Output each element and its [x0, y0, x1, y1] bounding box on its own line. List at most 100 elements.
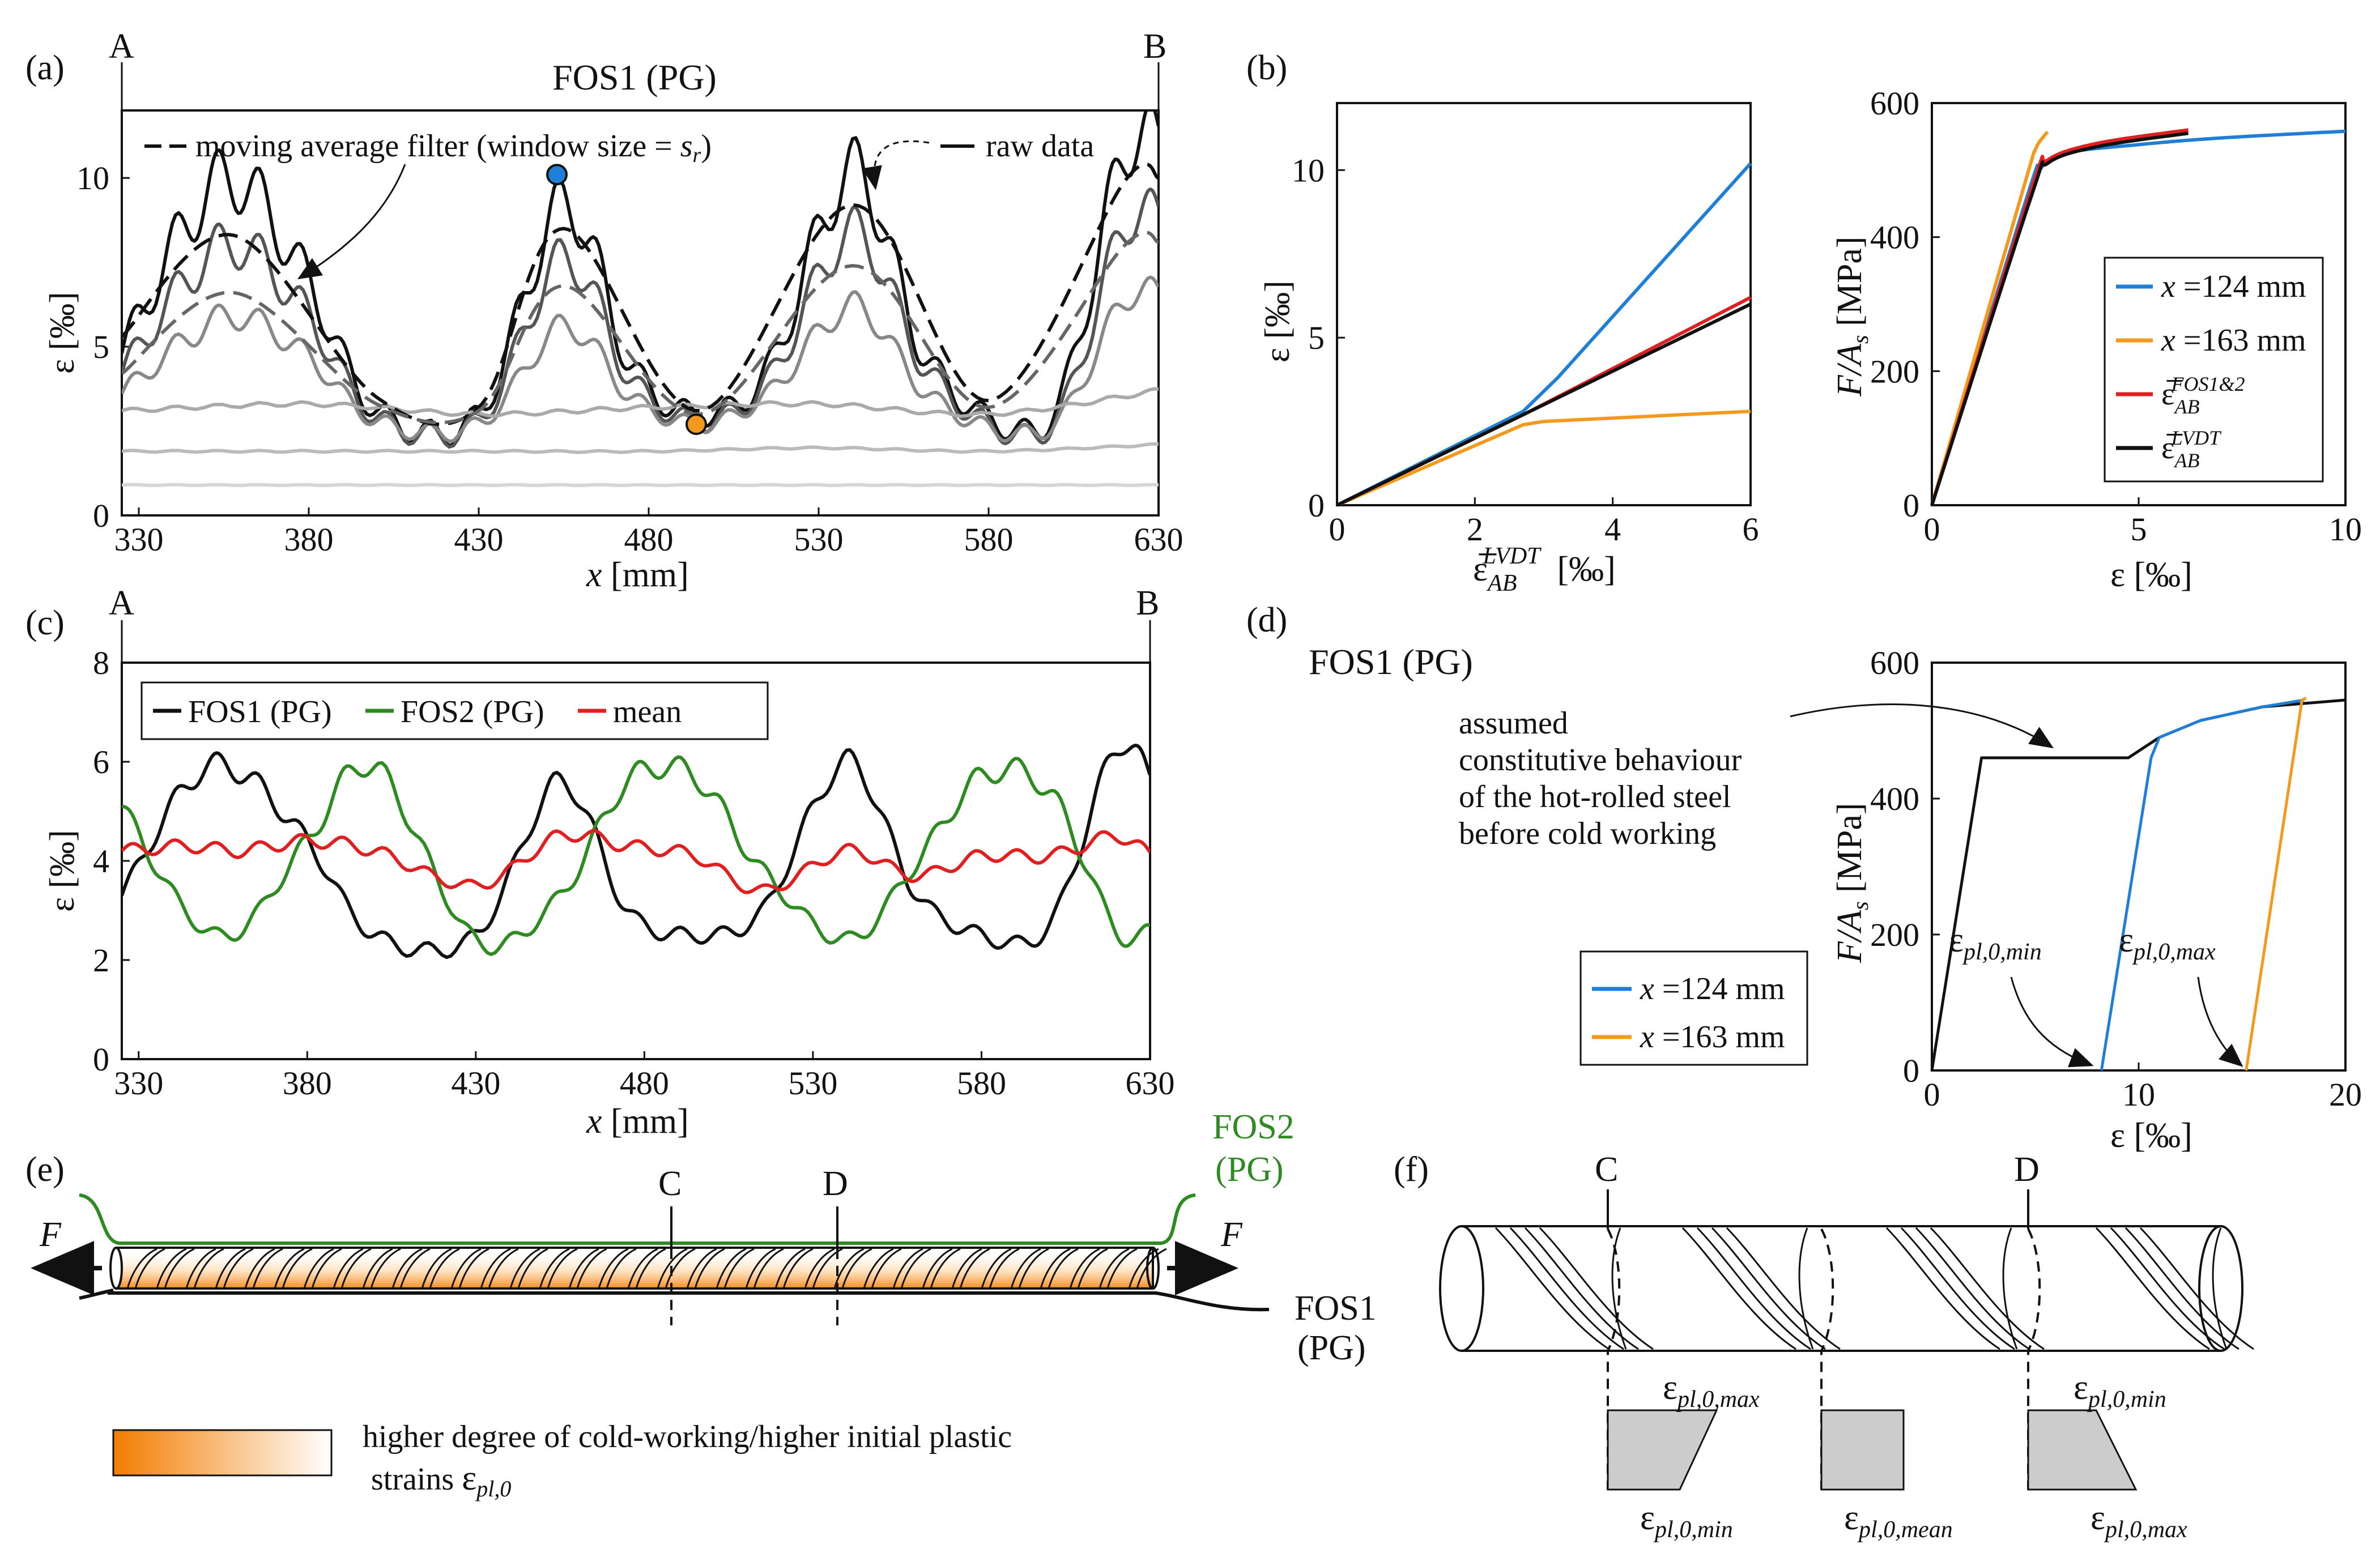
panel-d-ylabel-sub: s [1847, 901, 1873, 910]
panel-f-label-c-max-sub: pl,0,max [1676, 1386, 1760, 1413]
panel-f-strain-shape-mid [1820, 1409, 1905, 1491]
panel-d-eps-min-arrow [2010, 976, 2094, 1068]
panel-f-rib-edge-3 [2212, 1227, 2228, 1350]
panel-f-label-d-max-sub: pl,0,max [2104, 1517, 2187, 1543]
panel-d-ylabel-var: F/A [1830, 910, 1869, 963]
panel-b-left-ytick-label-2: 10 [1292, 152, 1325, 189]
panel-d-series-2 [2245, 697, 2307, 1071]
panel-b-right-y-ticks: 0 200 400 600 [1870, 85, 1940, 524]
panel-f-rib-1-3 [1726, 1227, 1841, 1350]
panel-f-label-d-min-sub: pl,0,min [2087, 1386, 2166, 1413]
panel-c-xtick-label-4: 530 [788, 1065, 837, 1102]
panel-c-xtick-label-3: 480 [620, 1065, 669, 1102]
panel-e-rib-23 [804, 1248, 835, 1289]
panel-d-xtick-label-1: 10 [2122, 1076, 2155, 1113]
panel-f-rib-0-3 [1539, 1227, 1654, 1350]
panel-c-ytick-label-0: 0 [93, 1041, 109, 1078]
panel-a-filter-end: ) [701, 129, 712, 164]
panel-e-rib-5 [274, 1248, 305, 1289]
panel-d-eps-max-label: εpl,0,max [2119, 921, 2216, 965]
panel-d-label: (d) [1246, 601, 1287, 639]
panel-d-x-ticks: 0 10 20 [1924, 1063, 2362, 1113]
panel-b-right-ylabel-var: F/A [1830, 343, 1869, 397]
panel-d-eps-min-label: εpl,0,min [1949, 921, 2042, 965]
panel-f-label-d-min: εpl,0,min [2074, 1368, 2166, 1413]
panel-a-y-ticks: 0 5 10 [76, 160, 130, 534]
panel-f-rib-2-1 [1900, 1227, 2015, 1350]
panel-d-y-ticks: 0 200 400 600 [1870, 645, 1940, 1089]
panel-c-label: (c) [25, 604, 65, 642]
panel-e-rib-27 [922, 1248, 953, 1289]
panel-e-legend-line-2-text: strains [371, 1462, 462, 1497]
panel-a-xtick-label-3: 480 [624, 521, 674, 558]
panel-f-rib-1-2 [1711, 1227, 1826, 1350]
panel-b-right-x-ticks: 0 5 10 [1924, 497, 2362, 548]
panel-e-rib-b-4 [252, 1248, 283, 1289]
panel-e-rib-b-34 [1136, 1248, 1167, 1289]
panel-a-xtick-label-0: 330 [114, 521, 164, 558]
panel-b-legend-sub-3: AB [2174, 449, 2200, 472]
panel-e-rib-9 [391, 1248, 423, 1289]
panel-b-legend-sup-3: LVDT [2171, 426, 2223, 449]
panel-b-right-xlabel: ε [‰] [2110, 556, 2192, 594]
panel-a-xtick-label-2: 430 [454, 521, 504, 558]
panel-a-xlabel-unit: [mm] [602, 556, 689, 594]
panel-e-rib-b-15 [576, 1248, 607, 1289]
panel-e-rib-13 [509, 1248, 540, 1289]
panel-e-fos1-label-1: FOS1 [1295, 1289, 1377, 1328]
panel-e-legend-line-1: higher degree of cold-working/higher ini… [363, 1419, 1012, 1454]
panel-e-rib-b-8 [370, 1248, 401, 1289]
panel-e-rib-34 [1128, 1248, 1159, 1289]
panel-d-eps-min-sub: pl,0,min [1962, 939, 2042, 965]
panel-a-plot-area [122, 110, 1159, 488]
panel-f-rib-0-0 [1495, 1227, 1610, 1350]
panel-c-xtick-label-5: 580 [957, 1065, 1006, 1102]
panel-b-left-ylabel: ε [‰] [1258, 280, 1297, 362]
panel-b-legend-var-0: x [2161, 269, 2175, 304]
panel-e-bar-body [115, 1247, 1154, 1290]
panel-e-rib-b-24 [841, 1248, 872, 1289]
panel-a-filter-annotation: moving average filter (window size = sr) [195, 129, 712, 167]
panel-c-xlabel: x [mm] [586, 1102, 689, 1141]
panel-b-right-ytick-label-0: 0 [1903, 487, 1919, 524]
panel-b-left-xtick-label-2: 4 [1604, 511, 1621, 548]
panel-d-eps-max: ε [2119, 921, 2134, 959]
panel-d-xlabel: ε [‰] [2110, 1116, 2192, 1155]
panel-e-rib-18 [657, 1248, 688, 1289]
panel-c-xtick-label-6: 630 [1126, 1065, 1175, 1102]
panel-a-raw-annotation: raw data [986, 129, 1094, 164]
panel-a-xlabel: x [mm] [586, 556, 689, 594]
panel-e-bar-end-left [109, 1247, 123, 1290]
panel-a-filter-text: moving average filter (window size = [195, 129, 680, 164]
panel-e-rib-b-25 [871, 1248, 902, 1289]
panel-c-xtick-label-1: 380 [283, 1065, 332, 1102]
panel-f-cylinder-ribs [1495, 1227, 2254, 1350]
panel-f-label-d-max-eps: ε [2091, 1499, 2105, 1537]
panel-d-frame [1931, 662, 2347, 1072]
panel-a-ytick-label-1: 5 [93, 328, 109, 365]
panel-d-annot-line-3: of the hot-rolled steel [1459, 779, 1731, 814]
panel-c-y-ticks: 0 2 4 6 8 [93, 645, 130, 1078]
panel-a-series-5 [122, 483, 1159, 488]
panel-a-ytick-label-2: 10 [76, 160, 109, 197]
panel-f-rib-1-1 [1696, 1227, 1811, 1350]
panel-f-label-c-max: εpl,0,max [1663, 1368, 1760, 1413]
panel-d-title: FOS1 (PG) [1309, 642, 1473, 682]
panel-a-xtick-label-5: 580 [964, 521, 1014, 558]
panel-e-rib-b-2 [193, 1248, 224, 1289]
panel-f-label-mid-mean: εpl,0,mean [1844, 1499, 1953, 1543]
panel-b-legend-entry-3: ε̅ABLVDT [2161, 426, 2222, 472]
panel-b-left-xtick-label-1: 2 [1467, 511, 1483, 548]
panel-c-series-0 [122, 744, 1150, 959]
panel-e-rib-10 [421, 1248, 452, 1289]
panel-a-series-3 [122, 387, 1159, 418]
panel-d-legend-var-0: x [1640, 971, 1654, 1006]
panel-b-right-ytick-label-1: 200 [1870, 353, 1919, 390]
panel-a-series-2 [122, 275, 1159, 443]
panel-a-end-right: B [1143, 27, 1166, 66]
panel-e-rib-b-31 [1048, 1248, 1079, 1289]
panel-a-ytick-label-0: 0 [93, 497, 109, 534]
panel-a-label: (a) [25, 49, 65, 87]
panel-e-rib-b-32 [1077, 1248, 1108, 1289]
